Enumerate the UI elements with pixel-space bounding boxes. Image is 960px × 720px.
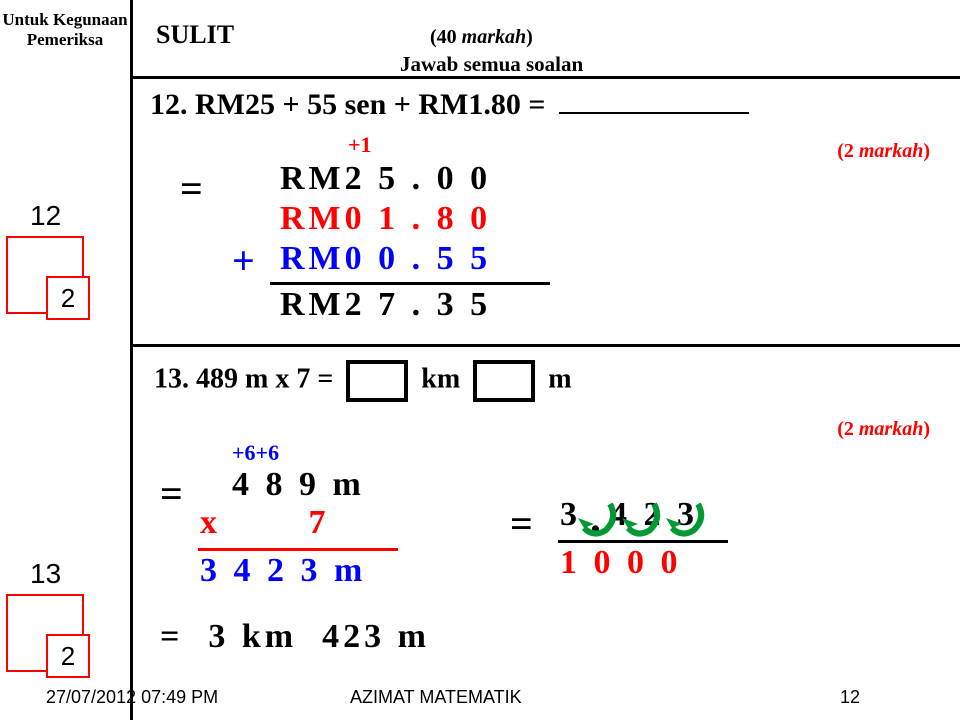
q12-marks-pre: (2 <box>837 140 859 162</box>
q13-mult-rule <box>198 548 398 551</box>
q12-marks-post: ) <box>923 140 930 162</box>
footer-date: 27/07/2012 07:49 PM <box>46 687 218 708</box>
total-marks: (40 markah) <box>430 26 533 49</box>
q12-question: 12. RM25 + 55 sen + RM1.80 = <box>150 88 749 122</box>
curve-arrow-1-icon <box>570 498 620 538</box>
examiner-use-header: Untuk Kegunaan Pemeriksa <box>0 10 134 49</box>
q13-score-box-inner: 2 <box>46 634 90 678</box>
q12-line3: RM0 0 . 5 5 <box>280 240 491 278</box>
curve-arrow-3-icon <box>658 498 708 538</box>
q13-marks-pre: (2 <box>837 418 859 440</box>
q12-marks-it: markah <box>859 140 923 162</box>
margin-rule <box>130 0 133 720</box>
total-marks-italic: markah <box>462 26 526 48</box>
q12-equals: = <box>180 165 203 212</box>
q13-mult: x 7 <box>200 504 330 542</box>
q12-sum-rule <box>270 282 550 285</box>
q13-text-pre: 13. 489 m x 7 = <box>154 363 340 394</box>
q13-marks-it: markah <box>859 418 923 440</box>
q13-m-box <box>473 360 535 402</box>
classification-sulit: SULIT <box>156 20 234 50</box>
q12-side-number: 12 <box>30 200 61 232</box>
q13-km-box <box>346 360 408 402</box>
q13-equals-2: = <box>510 500 533 547</box>
q12-carry: +1 <box>348 132 372 158</box>
q13-side-number: 13 <box>30 558 61 590</box>
q12-answer-blank <box>559 90 749 114</box>
q12-plus-sign: + <box>232 237 255 284</box>
q13-text-post: m <box>541 363 571 394</box>
instruction-text: Jawab semua soalan <box>400 52 583 77</box>
examiner-line1: Untuk Kegunaan <box>2 10 127 29</box>
q13-div-bot: 1 0 0 0 <box>560 544 682 582</box>
q13-equals-1: = <box>160 470 183 517</box>
q12-marks: (2 markah) <box>837 140 930 163</box>
q12-score-box-inner: 2 <box>46 276 90 320</box>
q13-marks: (2 markah) <box>837 418 930 441</box>
q13-product: 3 4 2 3 m <box>200 552 366 590</box>
q13-carry: +6+6 <box>232 440 279 466</box>
footer-page: 12 <box>840 687 860 708</box>
total-marks-pre: (40 <box>430 26 462 48</box>
total-marks-post: ) <box>526 26 533 48</box>
q13-div-rule <box>558 540 728 543</box>
curve-arrow-2-icon <box>614 498 664 538</box>
q13-final-answer: = 3 km 423 m <box>160 618 430 656</box>
q12-text: 12. RM25 + 55 sen + RM1.80 = <box>150 88 553 121</box>
q12-q13-divider <box>130 344 960 347</box>
examiner-line2: Pemeriksa <box>27 30 103 49</box>
q12-result: RM2 7 . 3 5 <box>280 286 491 324</box>
q13-question: 13. 489 m x 7 = km m <box>154 360 572 402</box>
q13-text-mid: km <box>414 363 467 394</box>
header-rule <box>130 76 960 79</box>
q12-line2: RM0 1 . 8 0 <box>280 200 491 238</box>
footer-title: AZIMAT MATEMATIK <box>350 687 522 708</box>
q13-marks-post: ) <box>923 418 930 440</box>
q12-line1: RM2 5 . 0 0 <box>280 160 491 198</box>
q13-line1: 4 8 9 m <box>232 466 365 504</box>
